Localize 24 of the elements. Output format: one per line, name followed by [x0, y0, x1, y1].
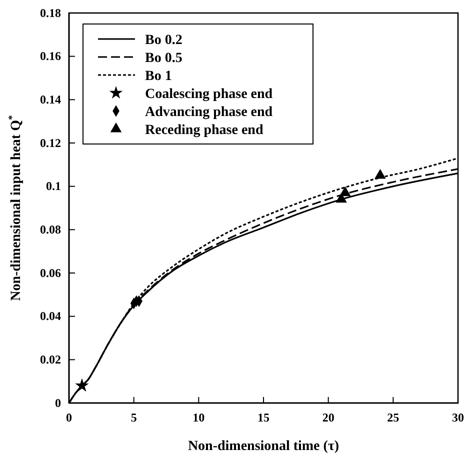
x-tick-label: 20 — [322, 410, 334, 425]
x-tick-label: 0 — [66, 410, 72, 425]
legend-label: Bo 1 — [145, 69, 172, 84]
y-tick-label: 0.18 — [40, 6, 61, 20]
y-tick-label: 0.16 — [40, 49, 61, 64]
legend-label: Receding phase end — [145, 123, 264, 138]
y-tick-label: 0.08 — [40, 222, 61, 237]
x-tick-label: 10 — [192, 410, 205, 425]
y-tick-label: 0.12 — [40, 136, 61, 150]
y-tick-label: 0 — [55, 396, 61, 410]
y-tick-label: 0.1 — [46, 179, 61, 194]
x-axis-title: Non-dimensional time (τ) — [188, 439, 340, 454]
legend-label: Bo 0.2 — [145, 33, 182, 48]
y-tick-label: 0.02 — [40, 352, 61, 367]
y-tick-label: 0.04 — [40, 309, 61, 324]
x-tick-label: 25 — [387, 410, 400, 425]
x-tick-label: 5 — [130, 410, 137, 425]
x-tick-label: 30 — [452, 410, 464, 425]
legend-label: Advancing phase end — [145, 105, 273, 120]
legend-label: Bo 0.5 — [145, 51, 182, 66]
x-tick-label: 15 — [258, 410, 270, 425]
y-tick-label: 0.06 — [40, 266, 61, 280]
legend-label: Coalescing phase end — [145, 87, 273, 102]
y-tick-label: 0.14 — [40, 92, 61, 107]
